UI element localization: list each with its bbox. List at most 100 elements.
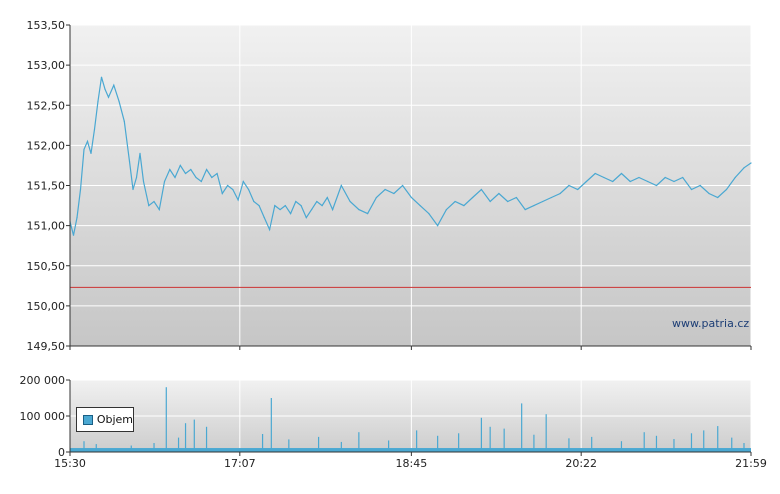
price-line: [69, 77, 752, 236]
price-point: [128, 160, 131, 163]
volume-bar: [130, 445, 132, 452]
price-point: [349, 200, 351, 203]
price-point: [472, 196, 474, 199]
price-point: [480, 188, 483, 191]
price-point: [321, 204, 323, 207]
volume-bar: [153, 443, 155, 452]
price-point: [428, 212, 430, 215]
price-point: [725, 188, 728, 191]
volume-ytick-label: 200 000: [20, 374, 66, 387]
volume-bar: [288, 439, 290, 452]
price-point: [139, 152, 141, 154]
price-ytick-label: 150,50: [27, 260, 66, 273]
price-point: [163, 180, 166, 183]
volume-bar: [690, 433, 693, 452]
price-point: [463, 204, 465, 207]
price-point: [419, 204, 421, 207]
volume-bar: [458, 433, 460, 452]
price-point: [638, 176, 640, 179]
legend-swatch: [83, 414, 93, 425]
price-point: [132, 188, 134, 191]
price-ytick-label: 153,50: [27, 19, 66, 32]
price-point: [300, 204, 302, 207]
price-ytick-label: 151,50: [27, 180, 66, 193]
volume-bar: [270, 398, 272, 452]
price-point: [83, 148, 85, 150]
price-point: [358, 208, 360, 211]
price-point: [410, 196, 412, 199]
price-point: [316, 200, 318, 203]
price-point: [93, 128, 96, 130]
price-point: [195, 176, 197, 179]
volume-bar: [533, 434, 535, 452]
price-point: [86, 140, 89, 142]
price-point: [708, 192, 710, 195]
price-point: [158, 208, 160, 211]
xtick-label: 15:30: [54, 457, 86, 470]
price-ytick-label: 149,50: [27, 340, 66, 353]
volume-bar: [205, 426, 208, 452]
xtick-label: 17:07: [224, 457, 256, 470]
volume-bar: [643, 432, 645, 452]
price-point: [190, 168, 192, 171]
price-point: [542, 200, 544, 203]
volume-bar: [177, 437, 180, 452]
price-point: [750, 162, 752, 164]
price-point: [699, 184, 701, 187]
price-point: [690, 188, 693, 191]
price-point: [226, 184, 229, 187]
watermark: www.patria.cz: [672, 317, 750, 330]
volume-bar: [340, 441, 342, 452]
xtick-label: 20:22: [565, 457, 597, 470]
volume-ytick-label: 100 000: [20, 410, 66, 423]
volume-bar: [437, 435, 439, 452]
price-point: [594, 172, 596, 175]
price-point: [655, 184, 658, 187]
price-point: [620, 172, 623, 175]
price-point: [200, 180, 202, 183]
volume-base-band: [70, 448, 751, 452]
price-point: [142, 180, 145, 183]
price-point: [559, 192, 561, 195]
volume-bar: [731, 437, 733, 452]
volume-bar: [655, 435, 658, 452]
price-point: [174, 176, 176, 179]
price-point: [673, 180, 675, 183]
price-point: [104, 88, 106, 90]
price-point: [384, 188, 386, 191]
volume-bar: [388, 440, 390, 452]
volume-bar: [317, 436, 320, 452]
volume-bar: [521, 403, 523, 452]
price-point: [629, 180, 631, 183]
price-point: [743, 167, 745, 169]
price-point: [289, 212, 292, 215]
price-point: [268, 229, 271, 231]
price-point: [169, 168, 171, 171]
price-point: [612, 180, 614, 183]
price-point: [184, 172, 187, 175]
price-point: [603, 176, 605, 179]
price-point: [274, 204, 276, 207]
price-point: [577, 188, 579, 191]
price-point: [232, 188, 234, 191]
price-point: [331, 208, 334, 211]
legend-label: Objem: [96, 413, 133, 426]
price-point: [253, 200, 255, 203]
xtick-label: 21:59: [735, 457, 767, 470]
volume-bar: [416, 430, 418, 452]
volume-bar: [503, 428, 505, 452]
xtick-label: 18:45: [396, 457, 428, 470]
price-point: [205, 168, 208, 171]
volume-bar: [480, 417, 483, 452]
price-point: [647, 180, 649, 183]
price-point: [585, 180, 588, 183]
price-point: [507, 200, 509, 203]
volume-ytick-label: 0: [58, 446, 65, 459]
price-point: [682, 176, 684, 179]
price-point: [135, 176, 138, 179]
volume-bar: [703, 430, 705, 452]
price-point: [97, 100, 99, 102]
price-point: [326, 196, 328, 199]
